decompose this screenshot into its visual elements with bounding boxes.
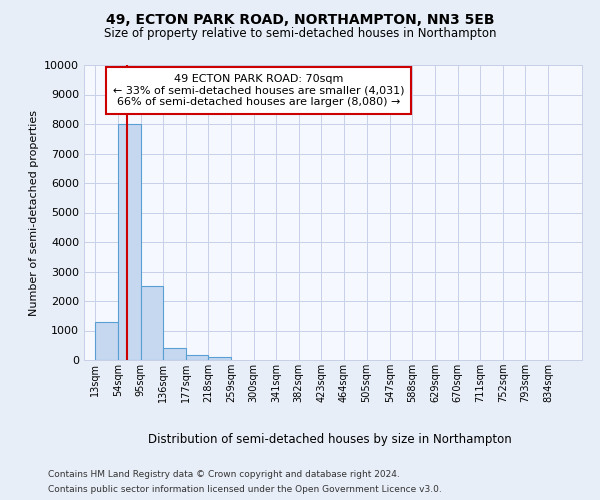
Text: 49, ECTON PARK ROAD, NORTHAMPTON, NN3 5EB: 49, ECTON PARK ROAD, NORTHAMPTON, NN3 5E… (106, 12, 494, 26)
Text: Contains HM Land Registry data © Crown copyright and database right 2024.: Contains HM Land Registry data © Crown c… (48, 470, 400, 479)
Y-axis label: Number of semi-detached properties: Number of semi-detached properties (29, 110, 38, 316)
Text: Size of property relative to semi-detached houses in Northampton: Size of property relative to semi-detach… (104, 28, 496, 40)
Text: Distribution of semi-detached houses by size in Northampton: Distribution of semi-detached houses by … (148, 432, 512, 446)
Bar (186, 355, 208, 360)
Bar (95, 322, 118, 360)
Bar (140, 286, 163, 360)
Bar (118, 124, 140, 360)
Text: Contains public sector information licensed under the Open Government Licence v3: Contains public sector information licen… (48, 485, 442, 494)
Text: 49 ECTON PARK ROAD: 70sqm  
← 33% of semi-detached houses are smaller (4,031)
66: 49 ECTON PARK ROAD: 70sqm ← 33% of semi-… (113, 74, 404, 107)
Bar (163, 348, 186, 360)
Bar (208, 357, 231, 360)
